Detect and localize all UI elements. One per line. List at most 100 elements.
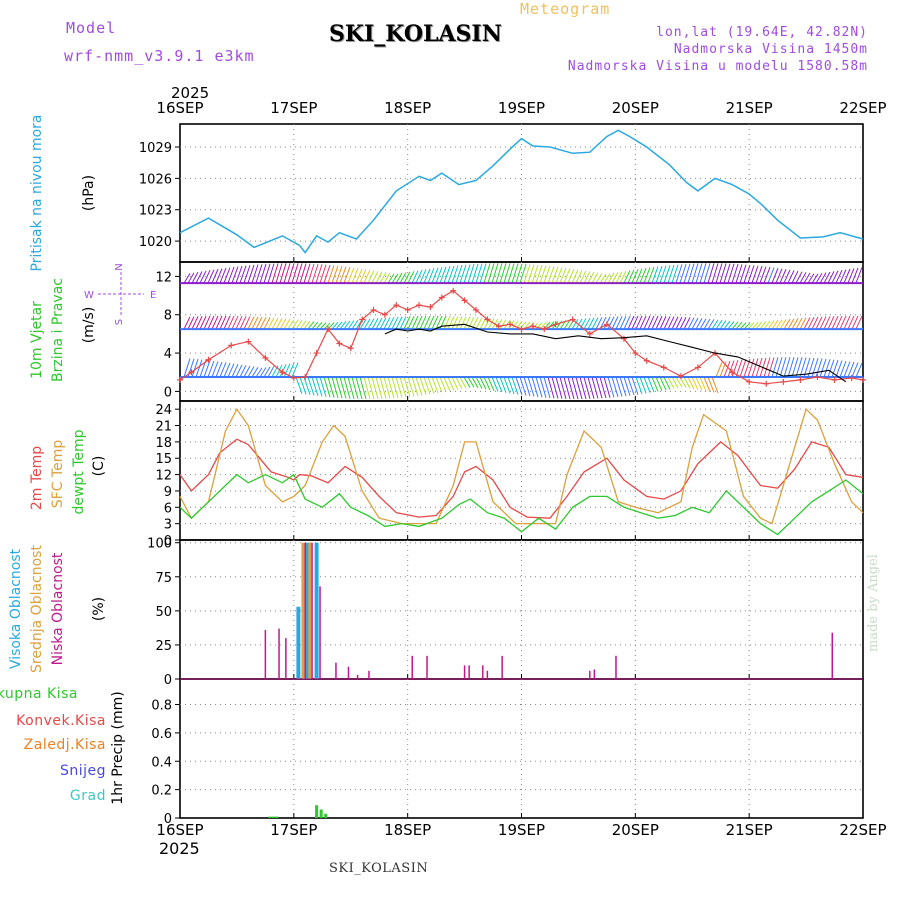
wind-barb xyxy=(499,376,507,393)
wind-barb xyxy=(235,315,243,330)
wind-barb xyxy=(491,376,499,392)
wind-barb xyxy=(795,317,803,330)
wind-barb xyxy=(635,376,643,395)
author-credit: made by Angel xyxy=(866,554,881,652)
wind-speed-point xyxy=(694,364,701,371)
wind-barb xyxy=(299,376,307,395)
wind-barb xyxy=(699,263,707,284)
wind-speed-point xyxy=(472,306,479,313)
wind-speed-point xyxy=(290,374,297,381)
wind-speed-point xyxy=(643,357,650,364)
wind-barb xyxy=(259,367,267,378)
wind-barb xyxy=(279,263,287,284)
wind-speed-point xyxy=(518,326,525,333)
wind-barb xyxy=(663,376,671,390)
wind-barb xyxy=(543,321,551,330)
wind-barb xyxy=(567,268,575,284)
wind-barb xyxy=(595,317,603,330)
wind-barb xyxy=(391,316,399,330)
wind-barb xyxy=(271,263,279,284)
wind-barb xyxy=(243,316,251,330)
temp-2m-side-label: 2m Temp xyxy=(29,446,45,510)
wind-barb xyxy=(207,315,215,330)
wind-barb xyxy=(355,268,363,284)
wind-barb xyxy=(663,316,671,330)
wind-barb xyxy=(827,316,835,330)
wind-barb xyxy=(319,376,327,397)
chart-panels xyxy=(175,123,864,819)
wind-barb xyxy=(767,357,775,378)
wind-barb xyxy=(739,264,747,284)
wind-barb xyxy=(283,363,291,378)
wind-barb xyxy=(331,321,339,330)
wind-barb xyxy=(715,361,723,378)
wind-barb xyxy=(547,321,555,330)
wind-barb xyxy=(595,376,603,399)
top-x-tick-label: 16SEP xyxy=(156,99,203,117)
wind-barb xyxy=(315,264,323,284)
low-cloud-bar xyxy=(411,655,413,679)
wind-barb xyxy=(719,263,727,284)
low-cloud-bar xyxy=(486,670,489,679)
wind-barb xyxy=(515,263,523,284)
wind-barb xyxy=(551,266,559,284)
wind-barb xyxy=(475,376,483,389)
wind-barb xyxy=(743,322,751,330)
precip-legend-label-3: Snijeg xyxy=(60,763,106,779)
wind-barb xyxy=(691,263,699,284)
bottom-x-tick-label: 21SEP xyxy=(726,821,773,839)
wind-barb xyxy=(183,273,191,284)
low-cloud-bar xyxy=(264,629,267,679)
wind-barb xyxy=(519,263,527,284)
wind-barb xyxy=(255,316,263,330)
wind-barb xyxy=(207,360,215,378)
wind-barb xyxy=(539,376,547,398)
wind-speed-point xyxy=(262,354,269,361)
wind-barb xyxy=(483,263,491,284)
wind-barb xyxy=(655,376,663,391)
station-elevation: Nadmorska Visina 1450m xyxy=(673,42,868,57)
wind-barb xyxy=(471,263,479,284)
wind-speed-point xyxy=(797,376,804,383)
wind-barb xyxy=(423,268,431,284)
precip-unit-label: 1hr Precip (mm) xyxy=(110,691,126,804)
wind-barb xyxy=(639,376,647,394)
wind-barb xyxy=(811,316,819,330)
wind-barb xyxy=(211,361,219,378)
wind-barb xyxy=(419,315,427,330)
wind-barb xyxy=(655,315,663,330)
wind-barb xyxy=(267,317,275,330)
wind-barb xyxy=(575,318,583,330)
wind-barb xyxy=(839,315,847,330)
wind-barb xyxy=(695,263,703,284)
wind-barb xyxy=(751,358,759,378)
wind-barb xyxy=(855,315,863,330)
wind-barb xyxy=(287,362,295,378)
wind-barb xyxy=(703,376,711,392)
bottom-x-tick-label: 18SEP xyxy=(384,821,431,839)
wind-side-label-2: Brzina i Pravac xyxy=(50,278,66,382)
wind-barb xyxy=(211,268,219,284)
wind-barb xyxy=(699,376,707,392)
wind-barb xyxy=(675,376,683,388)
wind-barb xyxy=(667,316,675,330)
wind-barb xyxy=(787,357,795,378)
wind-barb xyxy=(531,376,539,398)
wind-barb xyxy=(811,273,819,284)
wind-barb xyxy=(727,360,735,378)
wind-speed-point xyxy=(660,364,667,371)
wind-barb xyxy=(643,376,651,393)
wind-barb-row-0 xyxy=(180,263,863,285)
wind-barb xyxy=(367,376,375,400)
wind-barb xyxy=(239,265,247,284)
wind-barb xyxy=(767,320,775,330)
wind-barb xyxy=(715,263,723,284)
wind-barb xyxy=(803,272,811,284)
wind-barb xyxy=(707,319,715,330)
wind-barb xyxy=(731,359,739,378)
wind-barb xyxy=(567,376,575,400)
wind-barb xyxy=(831,359,839,378)
wind-barb xyxy=(527,376,535,397)
wind-barb xyxy=(651,315,659,330)
wind-barb xyxy=(799,357,807,378)
